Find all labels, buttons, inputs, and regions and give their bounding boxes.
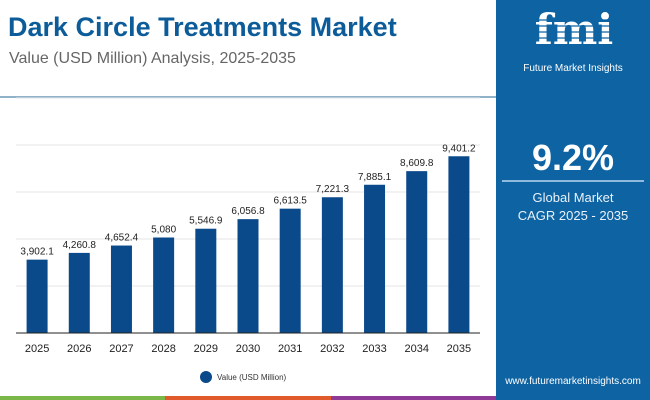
bar-2032 — [321, 197, 343, 333]
logo-letters: fmi — [535, 6, 613, 54]
x-tick-2026: 2026 — [67, 343, 91, 355]
data-label-2030: 6,056.8 — [231, 206, 265, 217]
cagr-label-line1: Global Market — [532, 190, 614, 205]
side-panel — [496, 0, 650, 400]
data-label-2026: 4,260.8 — [63, 240, 97, 251]
bar-2026 — [68, 252, 90, 333]
data-label-2027: 4,652.4 — [105, 233, 139, 244]
chart-title: Dark Circle Treatments Market — [8, 12, 397, 42]
chart-subtitle: Value (USD Million) Analysis, 2025-2035 — [9, 50, 296, 67]
website-link[interactable]: www.futuremarketinsights.com — [505, 376, 641, 387]
cagr-label-line2: CAGR 2025 - 2035 — [517, 208, 629, 223]
cagr-value: 9.2% — [531, 137, 615, 178]
x-tick-2030: 2030 — [236, 343, 260, 355]
data-label-2033: 7,885.1 — [358, 172, 392, 183]
bar-2034 — [406, 171, 428, 333]
x-tick-2035: 2035 — [447, 343, 471, 355]
cagr-label: Global Market CAGR 2025 - 2035 — [496, 189, 650, 225]
bar-2030 — [237, 219, 259, 333]
stripe-green — [0, 396, 166, 400]
data-label-2025: 3,902.1 — [20, 247, 54, 258]
data-label-2028: 5,080 — [151, 224, 176, 235]
legend-marker — [200, 371, 212, 383]
x-tick-2028: 2028 — [151, 343, 175, 355]
x-tick-2025: 2025 — [25, 343, 49, 355]
data-label-2031: 6,613.5 — [273, 196, 307, 207]
stripe-orange — [165, 396, 331, 400]
bar-2027 — [110, 245, 132, 333]
x-tick-2034: 2034 — [404, 343, 428, 355]
legend-label: Value (USD Million) — [217, 372, 287, 382]
header-divider — [0, 96, 496, 98]
bar-2031 — [279, 208, 301, 333]
x-tick-2027: 2027 — [109, 343, 133, 355]
fmi-logo: fmi — [518, 6, 630, 54]
stripe-purple — [330, 396, 496, 400]
bar-2028 — [153, 237, 175, 333]
bar-chart: 3,902.1 2025 4,260.8 2026 4,652.4 2027 5,080 20… — [16, 97, 480, 355]
cagr-divider — [502, 180, 644, 182]
data-label-2035: 9,401.2 — [442, 143, 476, 154]
data-label-2029: 5,546.9 — [189, 216, 223, 227]
bar-2025 — [26, 259, 48, 333]
brand-name: Future Market Insights — [523, 63, 623, 74]
x-tick-2033: 2033 — [362, 343, 386, 355]
x-tick-2029: 2029 — [194, 343, 218, 355]
bar-2035 — [448, 156, 470, 333]
x-tick-2031: 2031 — [278, 343, 302, 355]
data-label-2032: 7,221.3 — [316, 184, 350, 195]
legend: Value (USD Million) — [200, 371, 286, 383]
bar-2033 — [364, 184, 386, 333]
color-stripe — [0, 396, 496, 400]
data-label-2034: 8,609.8 — [400, 158, 434, 169]
bar-2029 — [195, 228, 217, 333]
x-tick-2032: 2032 — [320, 343, 344, 355]
